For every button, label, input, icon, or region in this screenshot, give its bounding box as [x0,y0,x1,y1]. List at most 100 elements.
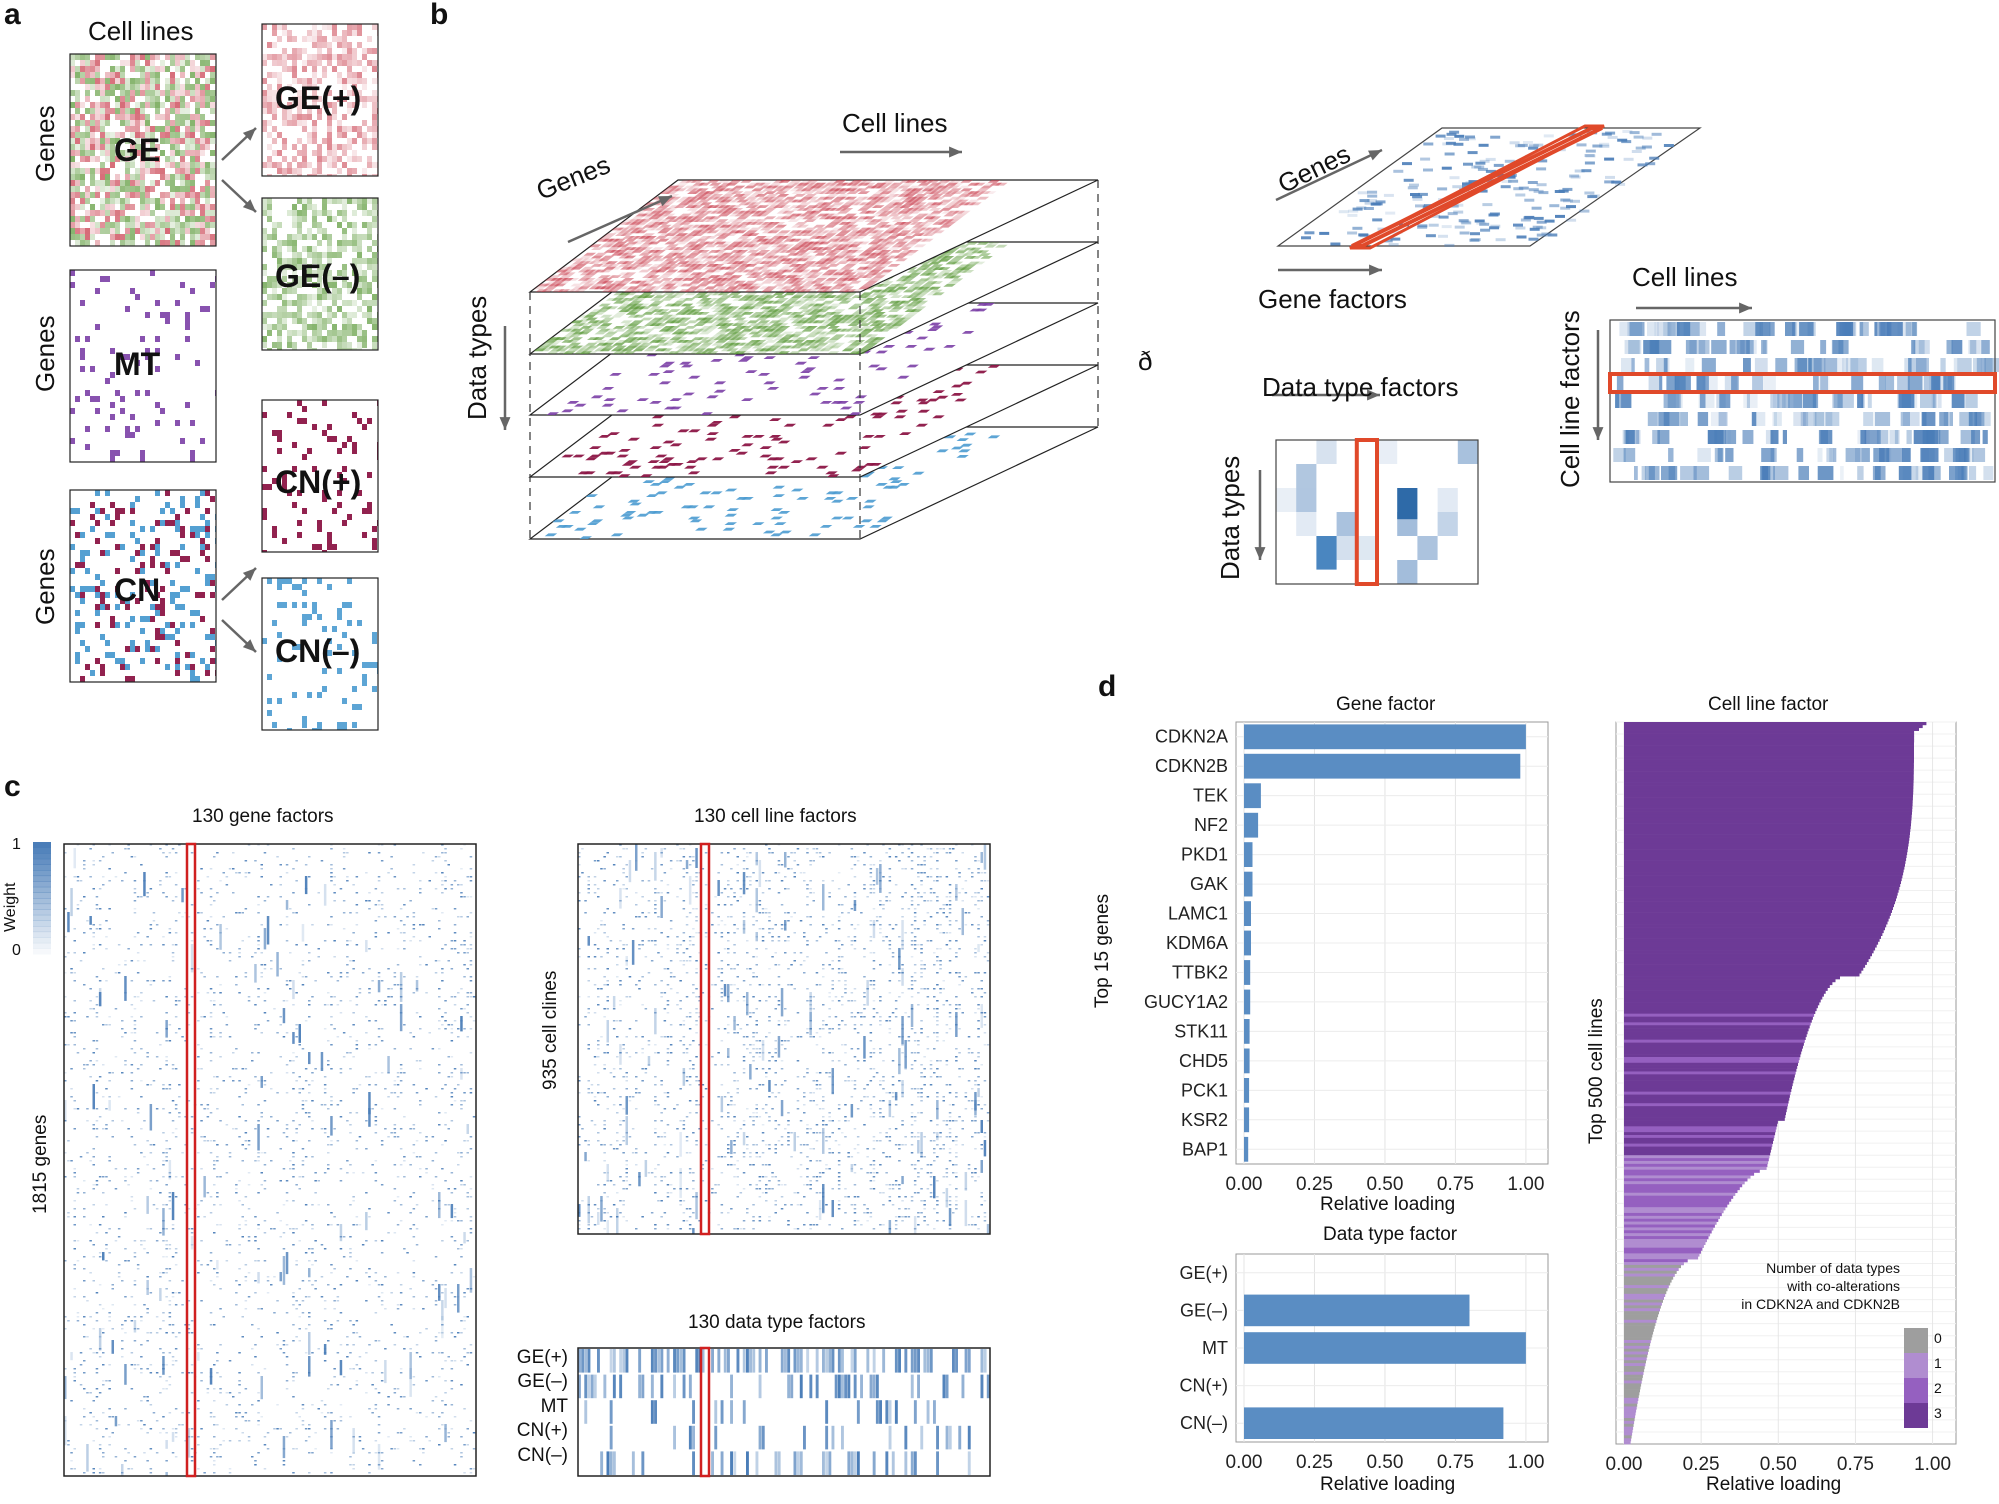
cell-bar [1624,1089,1791,1092]
cell-bar [1624,739,1914,742]
legend-item-3: 3 [1934,1405,1942,1421]
panel-label-b: b [430,0,448,32]
cell-bar [1624,901,1895,904]
cell-bar [1624,780,1914,783]
cell-bar [1624,748,1914,751]
cell-bar [1624,1092,1791,1095]
a-cn-neg-label: CN(–) [275,633,360,670]
c-gene-factors-title: 130 gene factors [192,806,334,828]
arrow-ge-neg [222,180,256,212]
cell-bar [1624,1271,1677,1274]
cell-bar [1624,1302,1662,1305]
cell-bar [1624,918,1889,921]
category-label: CN(–) [1180,1413,1228,1433]
cell-bar [1624,976,1840,979]
cell-bar [1624,1343,1650,1346]
cell-bar [1624,832,1910,835]
cell-bar [1624,803,1913,806]
cell-line-factor-matrix [1610,320,1999,482]
cell-bar [1624,970,1861,973]
cell-bar [1624,1190,1738,1193]
x-tick-label: 0.75 [1437,1174,1474,1195]
cell-bar [1624,1199,1731,1202]
c-cell-factors-title: 130 cell line factors [694,806,857,828]
cell-bar [1624,1386,1641,1389]
cell-bar [1624,1184,1742,1187]
cell-bar [1624,1103,1788,1106]
cell-bar [1624,1346,1649,1349]
cell-bar [1624,1415,1635,1418]
category-label: CHD5 [1179,1051,1228,1071]
x-tick-label: 0.00 [1226,1174,1263,1195]
cell-bar [1624,826,1911,829]
d-gene-xlabel: Relative loading [1320,1194,1455,1216]
b-data-types-label: Data types [462,296,493,420]
c-dtype-ge-pos: GE(+) [488,1347,568,1369]
category-label: KDM6A [1166,933,1228,953]
cell-bar [1624,924,1886,927]
cell-bar [1624,1025,1810,1028]
cell-bar [1624,823,1911,826]
d-gene-ylabel: Top 15 genes [1092,894,1114,1008]
cell-bar [1624,774,1914,777]
bar [1244,1049,1250,1074]
cell-bar [1624,725,1923,728]
cell-bar [1624,1328,1654,1331]
cell-bar [1624,1138,1774,1141]
cell-bar [1624,1253,1700,1256]
arrow-cell-lines-2 [1636,303,1752,314]
x-tick-label: 0.25 [1296,1174,1333,1195]
cell-bar [1624,731,1914,734]
cell-bar [1624,1060,1799,1063]
cell-bar [1624,1372,1644,1375]
cell-bar [1624,1204,1727,1207]
b-cell-lines-label: Cell lines [842,108,948,139]
cell-bar [1624,817,1912,820]
cell-bar [1624,991,1826,994]
cell-bar [1624,1406,1637,1409]
a-mt-label: MT [114,346,160,383]
cell-bar [1624,1121,1778,1124]
cell-bar [1624,1002,1819,1005]
cell-bar [1624,1277,1673,1280]
cell-bar [1624,745,1914,748]
cell-bar [1624,786,1913,789]
bar [1244,842,1253,867]
arrow-head [949,147,962,158]
cell-bar [1624,1216,1720,1219]
cell-bar [1624,1109,1787,1112]
cell-bar [1624,1193,1735,1196]
cell-bar [1624,1262,1684,1265]
c-dtype-cn-pos: CN(+) [488,1420,568,1442]
dtype-factors-heatmap [578,1348,990,1476]
cell-bar [1624,953,1872,956]
x-tick-label: 0.00 [1606,1454,1643,1475]
cell-bar [1624,1097,1789,1100]
bar [1244,931,1251,956]
cell-bar [1624,1291,1666,1294]
cell-bar [1624,904,1894,907]
weight-min: 0 [12,942,21,960]
cell-bar [1624,840,1909,843]
cell-bar [1624,1311,1659,1314]
cell-bar [1624,1077,1794,1080]
cell-bar [1624,869,1904,872]
cell-bar [1624,887,1899,890]
cell-bar [1624,1375,1643,1378]
bar [1244,1019,1250,1044]
cell-bar [1624,988,1828,991]
cell-bar [1624,797,1913,800]
cell-bar [1624,1369,1644,1372]
a-cn-label: CN [114,572,160,609]
cell-bar [1624,1080,1793,1083]
cell-bar [1624,1132,1775,1135]
c-genes-axis-label: 1815 genes [30,1115,52,1214]
cell-bar [1624,768,1914,771]
cell-bar [1624,1181,1745,1184]
cell-bar [1624,1323,1656,1326]
cell-bar [1624,1129,1776,1132]
cell-bar [1624,1265,1681,1268]
cell-bar [1624,771,1914,774]
cell-bar [1624,1308,1660,1311]
